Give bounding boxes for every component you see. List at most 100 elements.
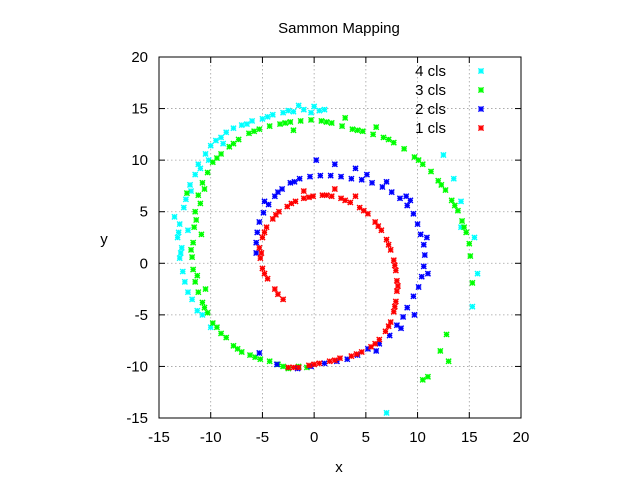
data-point: [280, 296, 287, 303]
legend-marker: [477, 124, 485, 132]
data-point: [297, 117, 304, 125]
data-point: [290, 364, 297, 371]
data-point: [360, 207, 367, 214]
data-point: [378, 227, 385, 234]
legend-marker: [477, 86, 485, 94]
y-axis-label: y: [100, 231, 108, 248]
data-point: [278, 185, 286, 193]
data-point: [359, 128, 366, 135]
x-tick-label: 20: [513, 429, 530, 446]
data-point: [383, 236, 390, 243]
data-point: [259, 234, 266, 241]
data-point: [195, 192, 202, 199]
data-point: [217, 150, 225, 158]
data-point: [176, 255, 183, 262]
data-point: [448, 197, 455, 204]
data-point: [287, 118, 294, 126]
data-point: [387, 246, 394, 253]
data-point: [418, 273, 425, 280]
data-point: [404, 304, 411, 311]
data-point: [328, 119, 335, 127]
data-point: [442, 186, 449, 194]
data-point: [230, 140, 237, 147]
data-point: [204, 169, 211, 176]
data-point: [223, 129, 230, 136]
data-point: [313, 157, 320, 164]
data-point: [280, 363, 287, 370]
data-point: [256, 244, 263, 251]
data-point: [323, 192, 330, 199]
data-point: [197, 200, 204, 207]
data-point: [393, 277, 400, 284]
series-3-cls: [183, 114, 476, 383]
data-point: [451, 202, 458, 209]
legend-marker: [477, 67, 485, 75]
data-point: [352, 193, 359, 200]
gridlines: [159, 57, 521, 418]
data-point: [184, 227, 192, 234]
data-point: [204, 309, 211, 316]
data-point: [318, 117, 325, 125]
data-point: [171, 213, 178, 220]
data-point: [445, 358, 452, 365]
data-point: [410, 210, 417, 217]
x-tick-label: 0: [310, 429, 318, 446]
data-point: [440, 151, 447, 159]
data-point: [195, 289, 202, 296]
data-point: [417, 231, 424, 238]
data-point: [354, 127, 361, 134]
data-point: [269, 111, 276, 118]
data-point: [307, 109, 315, 116]
data-point: [199, 179, 206, 186]
data-point: [394, 282, 402, 290]
data-point: [258, 249, 265, 257]
data-point: [276, 120, 284, 128]
x-tick-label: 5: [362, 429, 370, 446]
y-tick-labels: -15 -10 -5 0 5 10 15 20: [126, 49, 148, 427]
data-point: [469, 303, 476, 310]
data-point: [186, 181, 194, 188]
data-point: [327, 172, 334, 179]
data-point: [352, 165, 359, 172]
data-point: [287, 179, 294, 186]
data-point: [248, 117, 256, 125]
data-point: [217, 134, 225, 141]
data-point: [197, 165, 204, 172]
data-point: [202, 150, 209, 158]
data-point: [207, 142, 214, 149]
data-point: [193, 216, 200, 224]
data-point: [385, 241, 392, 248]
data-point: [342, 197, 349, 204]
data-point: [435, 177, 442, 184]
data-point: [316, 360, 323, 367]
data-point: [290, 108, 297, 115]
data-point: [192, 171, 199, 178]
data-point: [190, 266, 197, 273]
data-point: [469, 279, 476, 286]
data-point: [316, 107, 323, 114]
data-point: [390, 308, 397, 315]
x-tick-label: 15: [461, 429, 478, 446]
data-point: [323, 118, 330, 126]
data-point: [183, 190, 191, 197]
data-point: [192, 208, 199, 215]
data-point: [373, 124, 380, 131]
legend: 4 cls 3 cls 2 cls 1 cls: [415, 63, 485, 137]
x-tick-label: -15: [148, 429, 170, 446]
data-point: [238, 348, 245, 356]
data-point: [253, 239, 260, 246]
data-point: [420, 241, 427, 248]
data-point: [230, 125, 237, 132]
data-point: [245, 130, 253, 137]
data-point: [396, 195, 404, 202]
series-2-cls: [253, 157, 432, 372]
series-1-cls: [256, 185, 402, 371]
data-point: [300, 195, 307, 202]
series-4-cls: [171, 102, 481, 416]
data-point: [463, 229, 470, 236]
data-point: [474, 270, 481, 277]
data-point: [256, 126, 263, 133]
y-tick-label: -5: [135, 307, 148, 324]
data-point: [348, 175, 355, 182]
data-point: [180, 204, 187, 211]
